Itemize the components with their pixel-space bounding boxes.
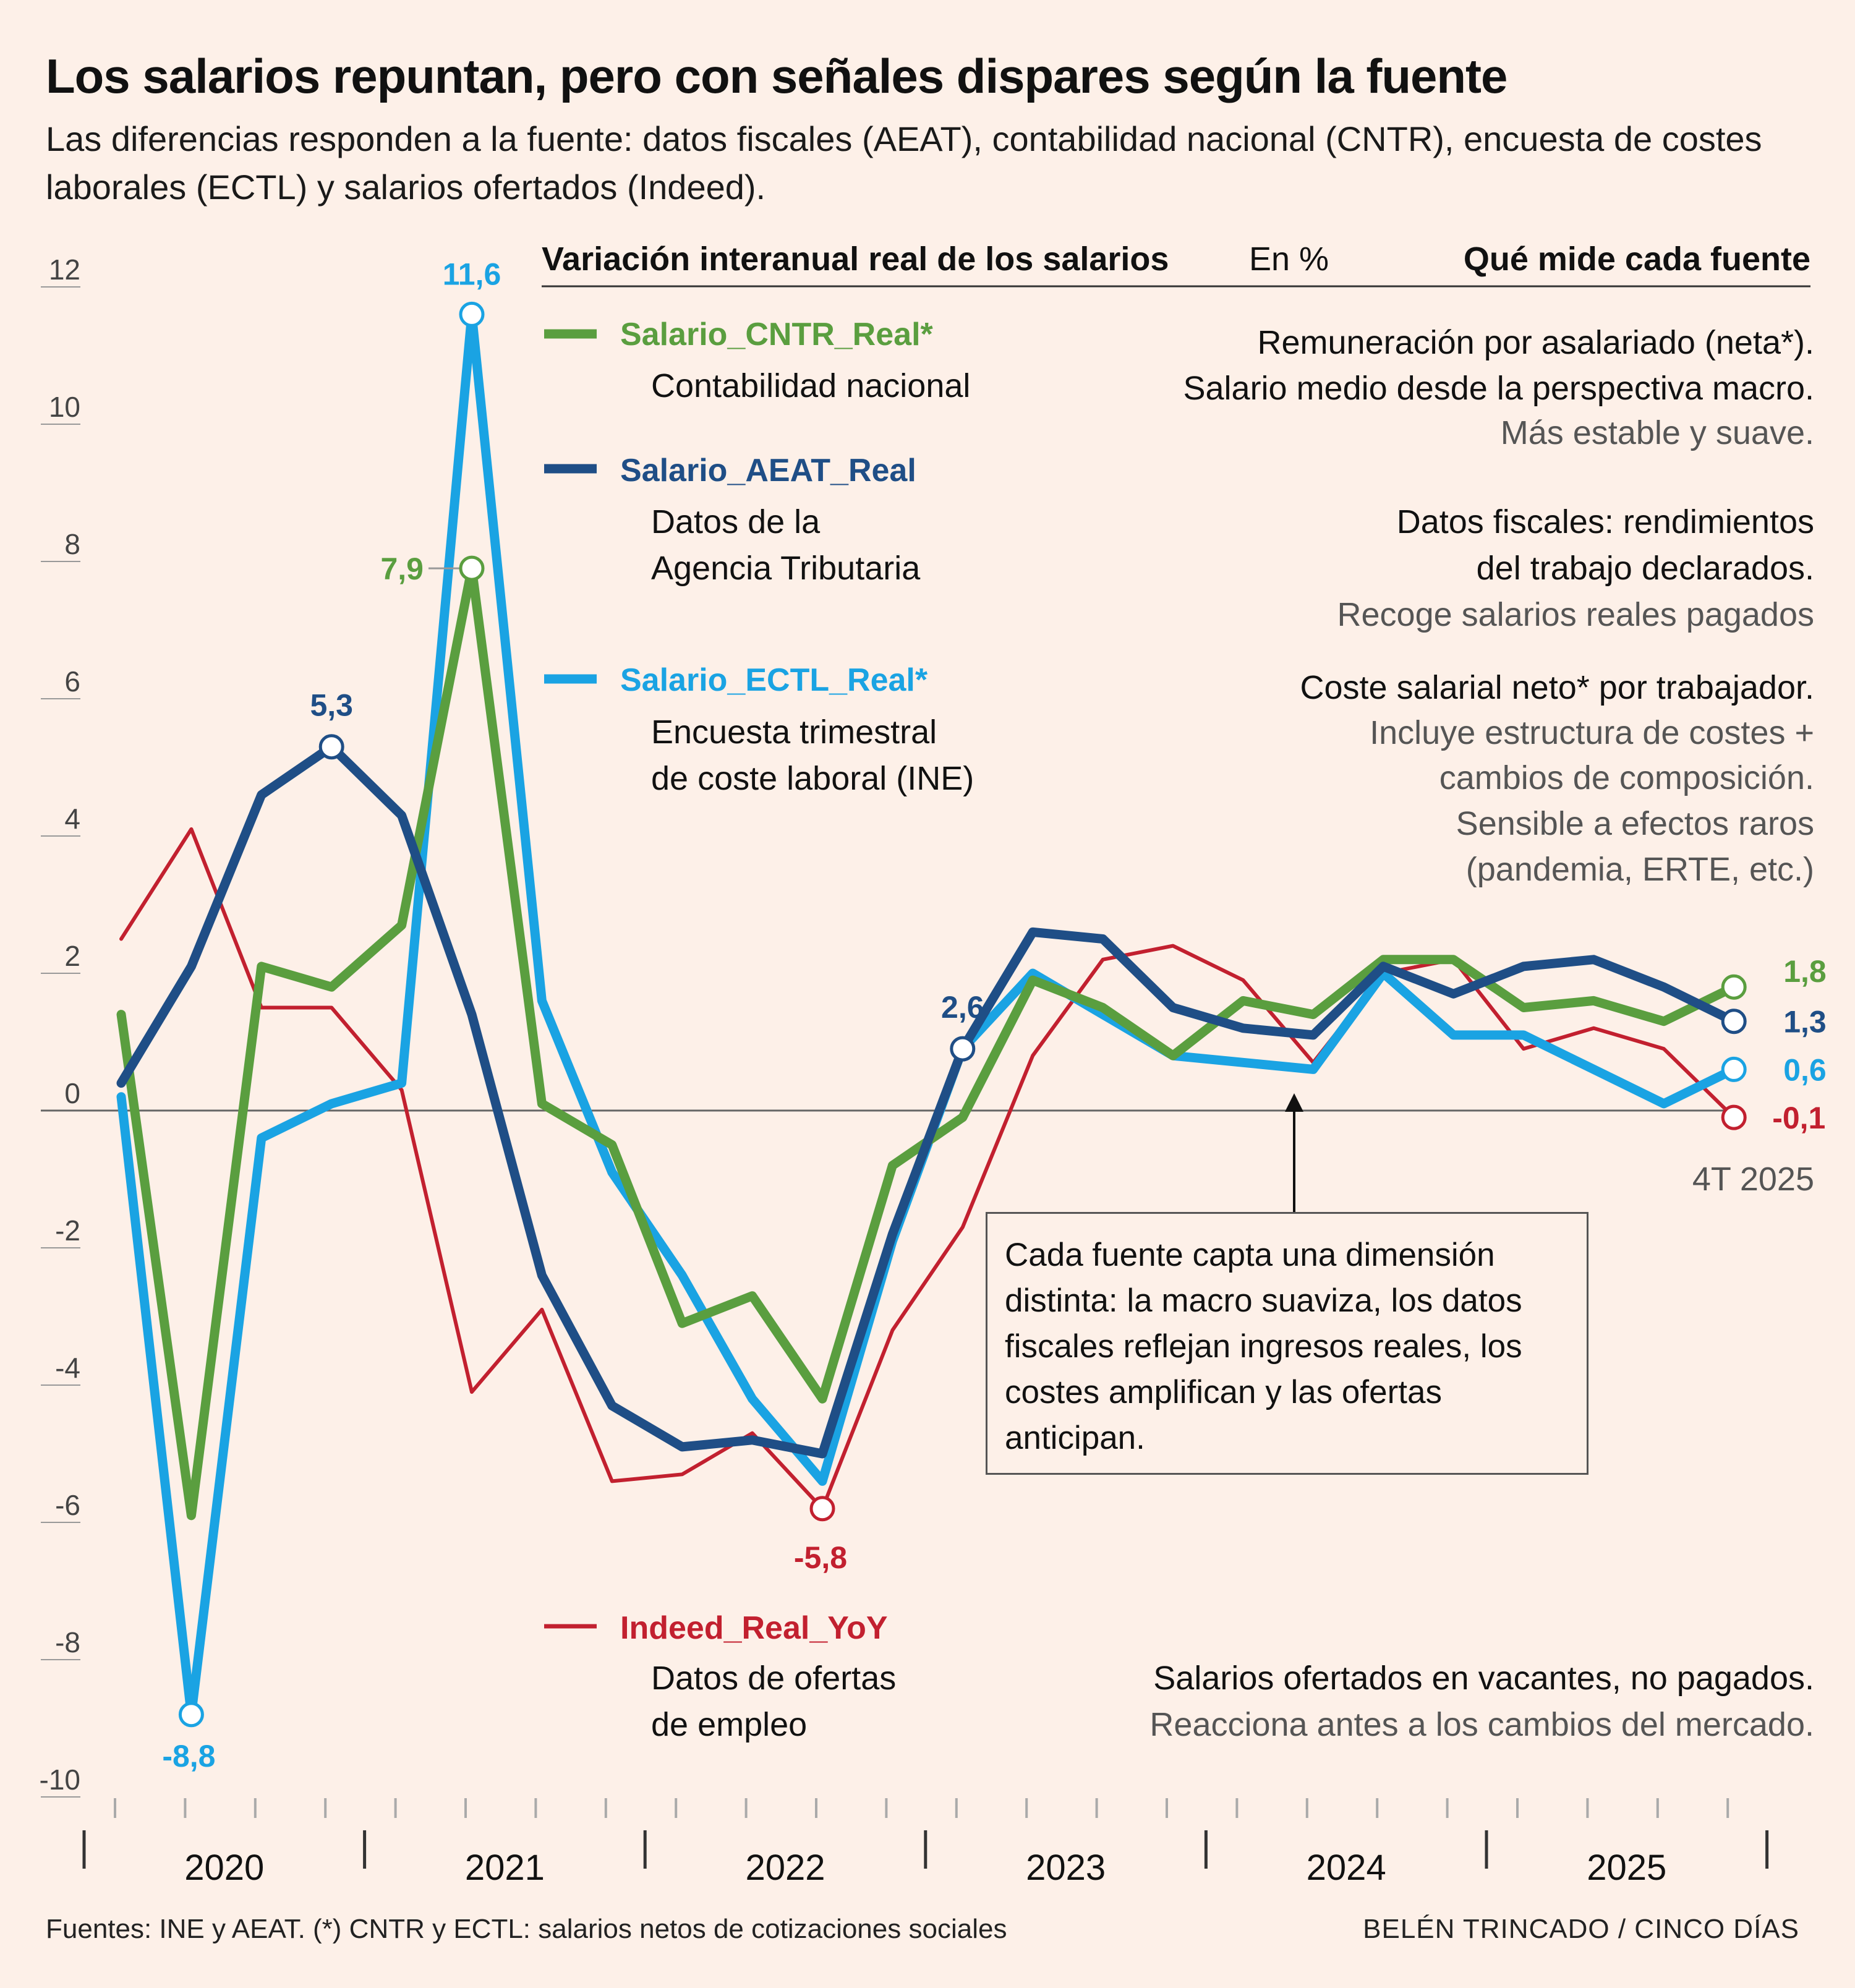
marker-cntr: [459, 555, 485, 581]
marker-ectl: [178, 1702, 204, 1728]
desc-cntr-3: Más estable y suave.: [1501, 414, 1814, 451]
y-tick-label: -10: [40, 1764, 80, 1796]
legend-sub-ectl-1: Encuesta trimestral: [651, 714, 937, 751]
marker-aeat: [950, 1036, 976, 1062]
desc-aeat-1: Datos fiscales: rendimientos: [1397, 503, 1814, 540]
value-label-cntr: 7,9: [380, 552, 424, 586]
sources-title: Qué mide cada fuente: [1464, 241, 1810, 278]
desc-ectl-5: (pandemia, ERTE, etc.): [1466, 851, 1814, 888]
year-label: 2024: [1307, 1848, 1386, 1888]
legend-sub-indeed-2: de empleo: [651, 1706, 807, 1743]
source-note: Fuentes: INE y AEAT. (*) CNTR y ECTL: sa…: [46, 1914, 1007, 1944]
desc-indeed-2: Reacciona antes a los cambios del mercad…: [1149, 1706, 1814, 1743]
chart-title: Los salarios repuntan, pero con señales …: [46, 49, 1507, 103]
desc-indeed-1: Salarios ofertados en vacantes, no pagad…: [1153, 1660, 1814, 1697]
marker-indeed: [809, 1496, 835, 1522]
y-tick-label: 12: [49, 254, 80, 286]
legend-name-aeat: Salario_AEAT_Real: [620, 453, 916, 488]
year-label: 2022: [745, 1848, 825, 1888]
desc-aeat-3: Recoge salarios reales pagados: [1337, 596, 1814, 633]
series-line-indeed: [119, 827, 1736, 1511]
credit: BELÉN TRINCADO / CINCO DÍAS: [1363, 1914, 1799, 1944]
y-tick-label: 2: [64, 940, 80, 972]
marker-indeed: [1721, 1104, 1747, 1130]
panel-unit: En %: [1249, 241, 1329, 278]
y-axis: 12 10 8 6 4 2 0 -2 -4 -6 -8 -10: [40, 254, 1731, 1798]
legend-sub-aeat-2: Agencia Tributaria: [651, 550, 921, 587]
year-label: 2021: [465, 1848, 545, 1888]
value-label-ectl: 11,6: [443, 257, 501, 291]
marker-aeat: [1721, 1009, 1747, 1035]
y-tick-label: 6: [64, 665, 80, 698]
value-labels: 7,9 1,8 5,3 2,6 1,3 -8,8 11,6 0,6 -5,8 -0,1: [162, 257, 1826, 1773]
legend-name-cntr: Salario_CNTR_Real*: [620, 317, 934, 352]
year-label: 2025: [1587, 1848, 1666, 1888]
year-label: 2023: [1026, 1848, 1106, 1888]
desc-cntr-1: Remuneración por asalariado (neta*).: [1258, 324, 1815, 361]
legend-sub-ectl-2: de coste laboral (INE): [651, 760, 974, 797]
desc-cntr-2: Salario medio desde la perspectiva macro…: [1183, 370, 1814, 407]
y-tick-label: -4: [55, 1352, 80, 1384]
y-tick-label: 8: [64, 528, 80, 560]
value-label-cntr: 1,8: [1783, 954, 1827, 989]
desc-ectl-3: cambios de composición.: [1439, 759, 1814, 796]
desc-aeat-2: del trabajo declarados.: [1477, 550, 1814, 587]
value-label-aeat: 5,3: [310, 688, 353, 723]
marker-ectl: [459, 301, 485, 327]
year-label: 2020: [184, 1848, 264, 1888]
panel-title: Variación interanual real de los salario…: [542, 241, 1169, 278]
series-lines: [116, 309, 1739, 1720]
desc-ectl-4: Sensible a efectos raros: [1456, 805, 1814, 842]
desc-ectl-2: Incluye estructura de costes +: [1370, 714, 1814, 751]
desc-ectl-1: Coste salarial neto* por trabajador.: [1300, 669, 1815, 706]
y-tick-label: -8: [55, 1626, 80, 1658]
y-tick-label: 10: [49, 391, 80, 423]
value-label-ectl: -8,8: [162, 1739, 215, 1773]
value-label-indeed: -5,8: [794, 1540, 847, 1575]
series-line-aeat: [116, 742, 1739, 1459]
value-label-aeat: 1,3: [1783, 1005, 1827, 1039]
y-tick-label: -6: [55, 1489, 80, 1521]
legend-sub-cntr-1: Contabilidad nacional: [651, 367, 970, 404]
last-period-label: 4T 2025: [1692, 1161, 1814, 1198]
legend-sub-indeed-1: Datos de ofertas: [651, 1660, 896, 1697]
marker-aeat: [318, 734, 344, 760]
legend-name-indeed: Indeed_Real_YoY: [620, 1610, 888, 1646]
annotation-box: Cada fuente capta una dimensión distinta…: [986, 1212, 1588, 1475]
legend-sub-aeat-1: Datos de la: [651, 503, 821, 540]
x-axis: 2020 2021 2022 2023 2024 2025: [82, 1798, 1769, 1888]
y-tick-label: 0: [64, 1077, 80, 1109]
chart-subtitle: Las diferencias responden a la fuente: d…: [46, 119, 1762, 207]
marker-ectl: [1721, 1056, 1747, 1082]
value-label-ectl: 0,6: [1783, 1052, 1827, 1087]
value-label-indeed: -0,1: [1772, 1101, 1825, 1135]
legend-name-ectl: Salario_ECTL_Real*: [620, 662, 928, 698]
annotation-arrow-head: [1285, 1093, 1303, 1112]
marker-cntr: [1721, 974, 1747, 1000]
y-tick-label: -2: [55, 1214, 80, 1247]
y-tick-label: 4: [64, 803, 80, 835]
value-label-aeat: 2,6: [941, 990, 984, 1025]
